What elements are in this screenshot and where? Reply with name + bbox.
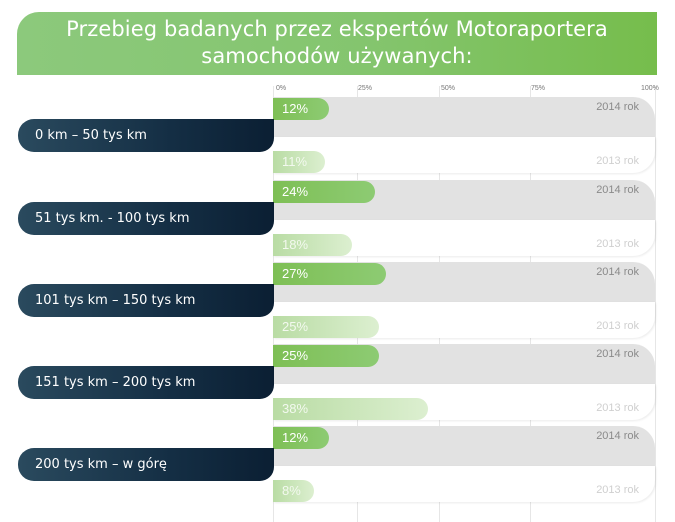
year-label-2014: 2014 rok [596, 101, 639, 113]
axis-tick: 0% [276, 85, 287, 92]
value-2014: 12% [282, 430, 309, 445]
year-label-2013: 2013 rok [596, 238, 639, 250]
year-label-2013: 2013 rok [596, 402, 639, 414]
category-label: 101 tys km – 150 tys km [18, 284, 274, 317]
year-label-2013: 2013 rok [596, 155, 639, 167]
value-2013: 8% [282, 483, 301, 498]
year-label-2013: 2013 rok [596, 320, 639, 332]
bar-2013 [273, 398, 428, 420]
year-label-2014: 2014 rok [596, 184, 639, 196]
bar-track-2013 [273, 137, 655, 173]
value-2013: 18% [282, 237, 309, 252]
category-label: 151 tys km – 200 tys km [18, 366, 274, 399]
bar-2014 [273, 181, 375, 203]
bar-track-2014 [273, 97, 655, 137]
bar-2013 [273, 480, 314, 502]
category-label: 0 km – 50 tys km [18, 119, 274, 152]
value-2013: 11% [282, 154, 308, 169]
category-label: 200 tys km – w górę [18, 448, 274, 481]
bar-2013 [273, 234, 352, 256]
gridline-100 [655, 86, 656, 522]
bar-track-2014 [273, 426, 655, 466]
bar-2014 [273, 345, 379, 367]
value-2014: 27% [282, 266, 309, 281]
bar-2014 [273, 98, 329, 120]
year-label-2014: 2014 rok [596, 266, 639, 278]
bar-track-2013 [273, 466, 655, 502]
axis-tick: 75% [531, 85, 546, 92]
chart-title: Przebieg badanych przez ekspertów Motora… [66, 17, 608, 68]
chart-header [17, 12, 657, 75]
axis-tick: 100% [641, 85, 659, 92]
bar-2013 [273, 316, 379, 338]
bar-group: 12% 8% 2014 rok 2013 rok 200 tys km – w … [0, 426, 675, 508]
value-2014: 24% [282, 184, 309, 199]
bar-group: 27% 25% 2014 rok 2013 rok 101 tys km – 1… [0, 262, 675, 344]
year-label-2014: 2014 rok [596, 430, 639, 442]
year-label-2014: 2014 rok [596, 348, 639, 360]
value-2013: 25% [282, 319, 309, 334]
category-label: 51 tys km. - 100 tys km [18, 202, 274, 235]
axis-tick: 25% [358, 85, 373, 92]
year-label-2013: 2013 rok [596, 484, 639, 496]
bar-group: 12% 11% 2014 rok 2013 rok 0 km – 50 tys … [0, 97, 675, 179]
bar-2013 [273, 151, 325, 173]
bar-2014 [273, 427, 329, 449]
axis-tick: 50% [441, 85, 456, 92]
bar-group: 24% 18% 2014 rok 2013 rok 51 tys km. - 1… [0, 180, 675, 262]
value-2013: 38% [282, 401, 309, 416]
bar-2014 [273, 263, 386, 285]
value-2014: 12% [282, 101, 309, 116]
value-2014: 25% [282, 348, 309, 363]
bar-group: 25% 38% 2014 rok 2013 rok 151 tys km – 2… [0, 344, 675, 426]
